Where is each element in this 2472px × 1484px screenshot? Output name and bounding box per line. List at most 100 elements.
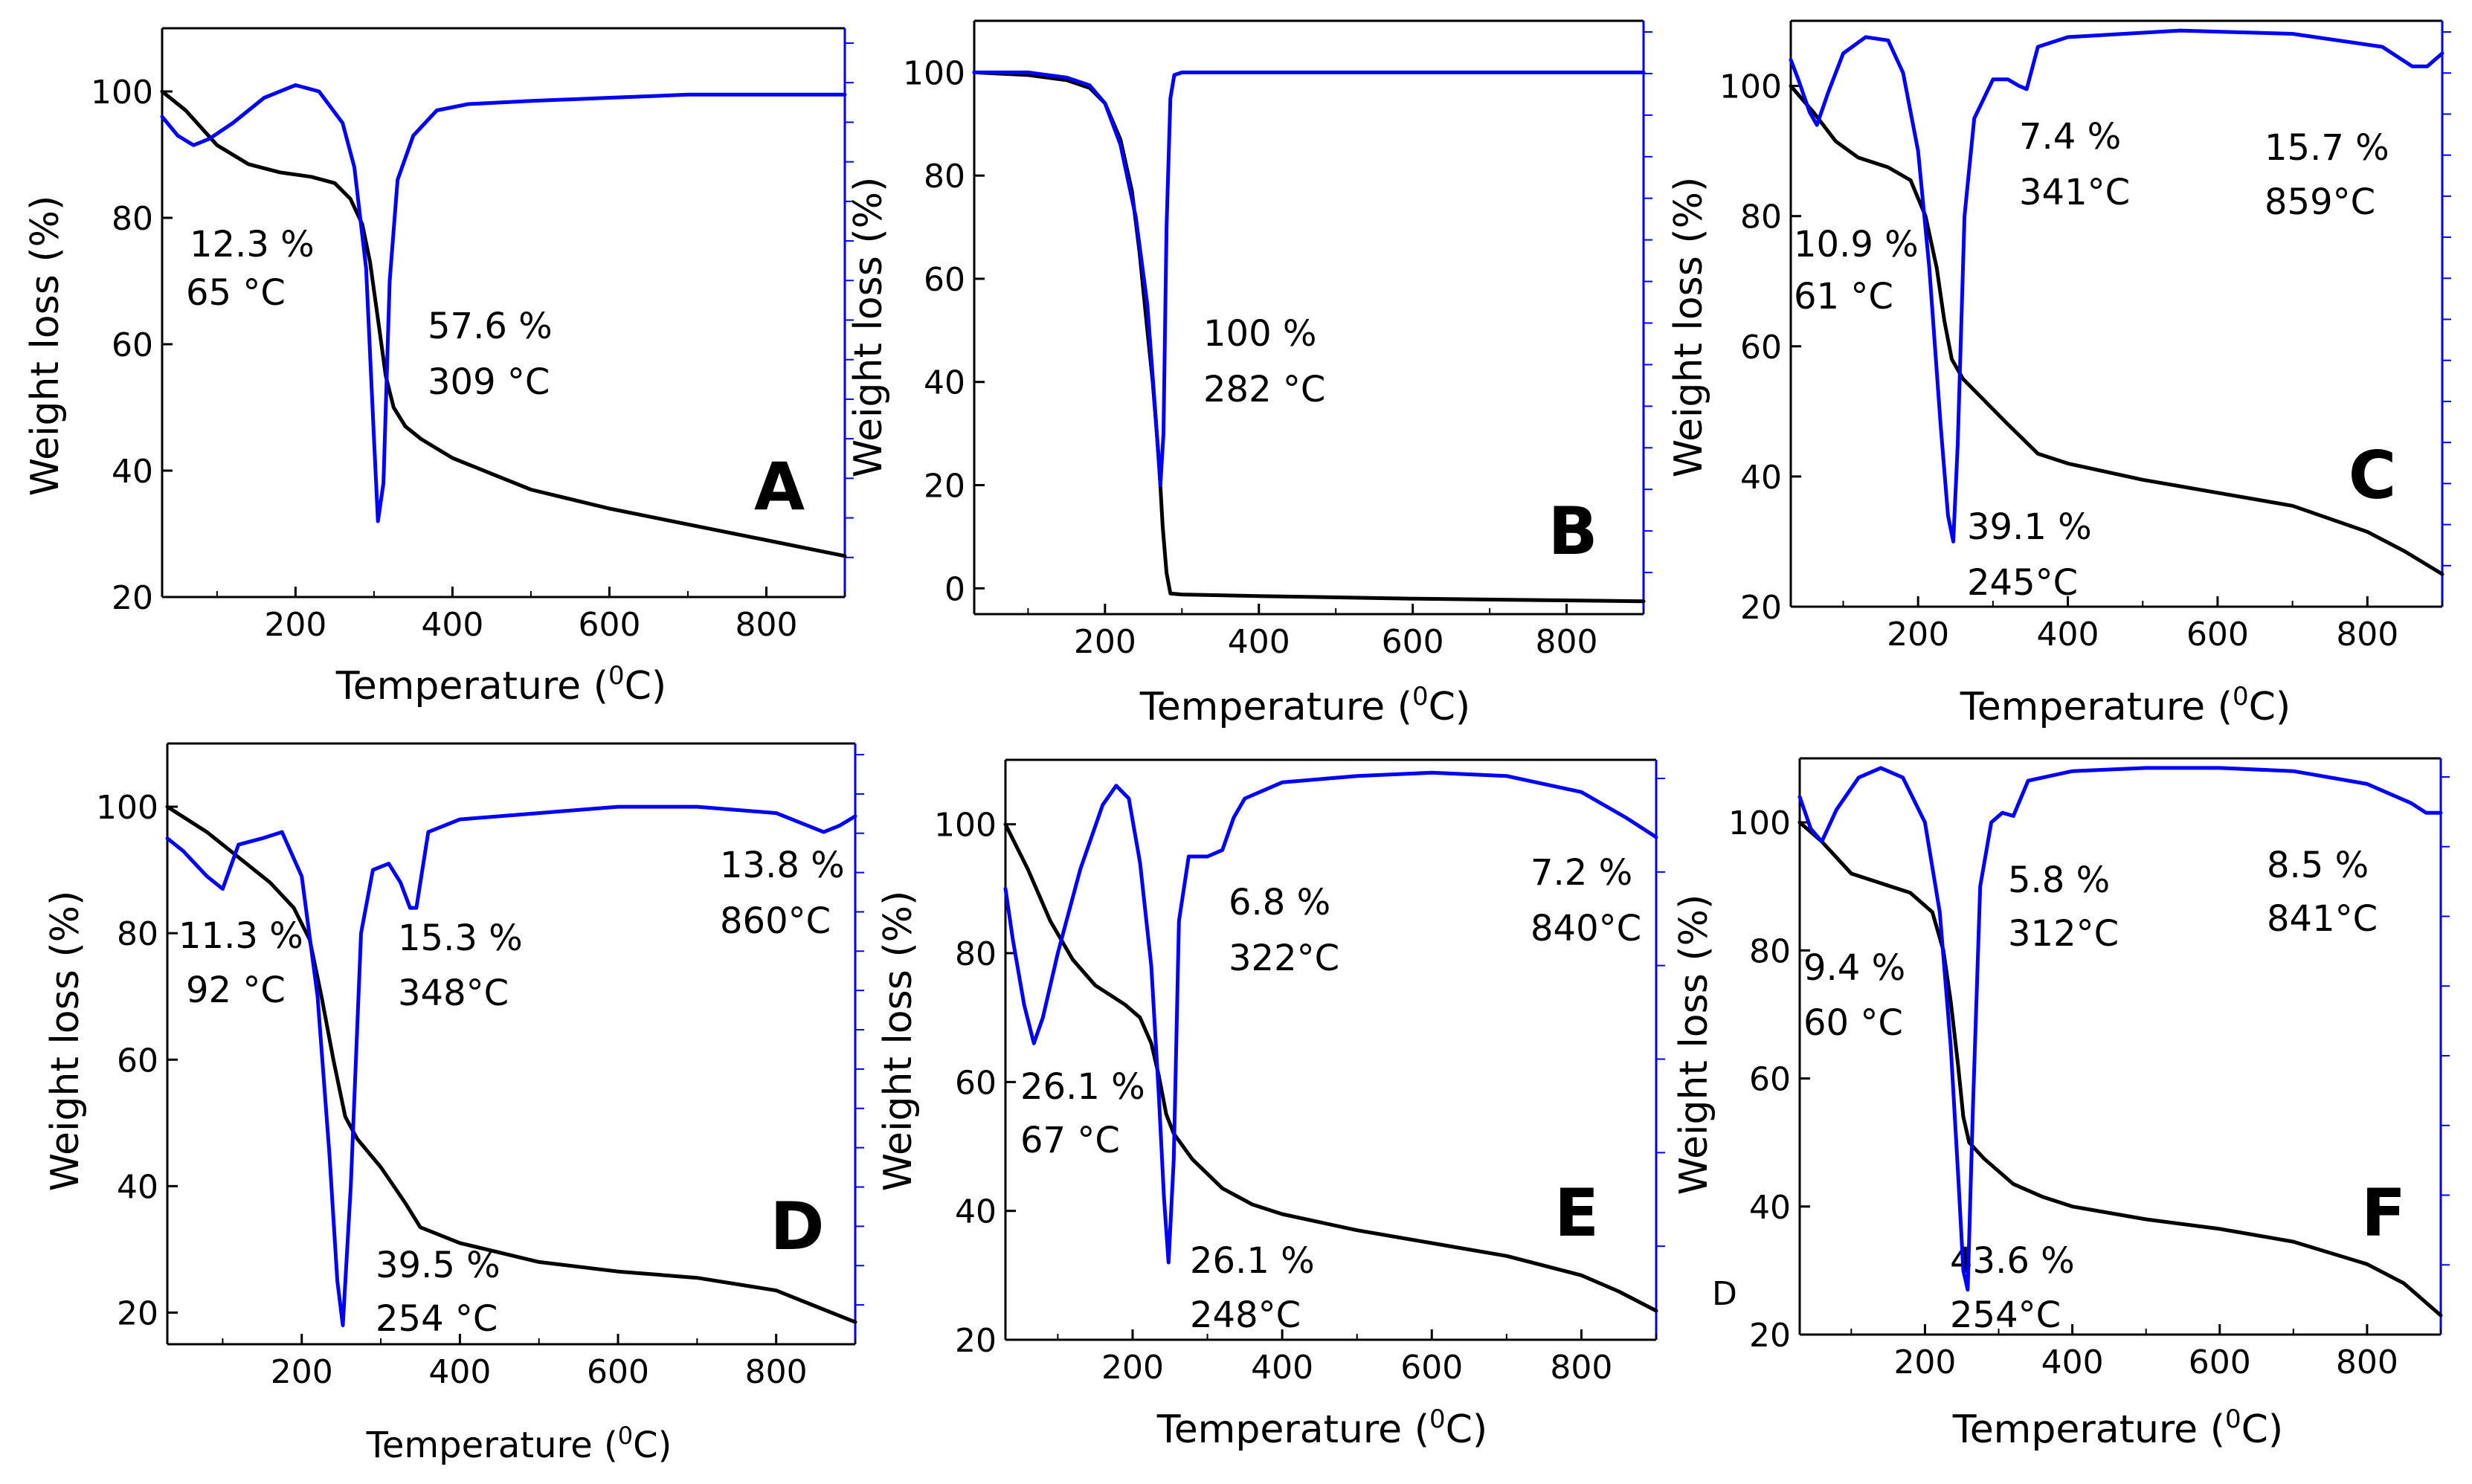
panel-c-annotation: 859°C xyxy=(2265,181,2375,223)
panel-c-annotation: 341°C xyxy=(2019,172,2130,213)
panel-f-y-tick-label: 100 xyxy=(1728,804,1791,842)
panel-f-ylabel: Weight loss (%) xyxy=(1672,894,1716,1196)
panel-e-x-tick-label: 400 xyxy=(1251,1349,1313,1387)
stray-panel-label: D xyxy=(1712,1275,1737,1313)
panel-f-annotation: 254°C xyxy=(1950,1294,2061,1336)
panel-b-y-tick-label: 100 xyxy=(903,54,965,92)
panel-a-y-tick-label: 40 xyxy=(112,453,153,491)
panel-b-x-tick-label: 800 xyxy=(1536,623,1598,661)
panel-d-annotation: 92 °C xyxy=(186,970,286,1011)
panel-a-x-tick-label: 200 xyxy=(264,606,326,644)
panel-a-x-tick-label: 600 xyxy=(578,606,640,644)
panel-d-y-tick-label: 60 xyxy=(117,1042,158,1080)
panel-b-x-tick-label: 200 xyxy=(1074,623,1136,661)
panel-b-x-tick-label: 600 xyxy=(1382,623,1444,661)
panel-f-xlabel: Temperature (0C) xyxy=(1952,1404,2283,1452)
panel-f-annotation: 9.4 % xyxy=(1803,947,1905,989)
panel-c-y-tick-label: 80 xyxy=(1740,199,1782,236)
panel-f-dtg-curve xyxy=(1797,766,2443,1292)
panel-d-annotation: 348°C xyxy=(398,972,509,1014)
panel-e-y-tick-label: 20 xyxy=(955,1322,997,1360)
panel-e-annotation: 26.1 % xyxy=(1020,1066,1145,1108)
panel-a-letter: A xyxy=(754,448,805,525)
panel-d-letter: D xyxy=(770,1188,824,1265)
panel-d-annotation: 13.8 % xyxy=(720,845,845,886)
panel-f-annotation: 5.8 % xyxy=(2008,859,2110,901)
panel-c-x-tick-label: 200 xyxy=(1887,616,1949,654)
panel-e-xlabel: Temperature (0C) xyxy=(1156,1404,1487,1452)
panel-e-annotation: 322°C xyxy=(1229,938,1339,979)
panel-c-annotation: 245°C xyxy=(1967,562,2078,604)
panel-f-y-tick-label: 60 xyxy=(1749,1061,1791,1099)
panel-b-ylabel: Weight loss (%) xyxy=(846,177,891,478)
panel-d-tg-curve xyxy=(165,804,857,1324)
panel-e-annotation: 7.2 % xyxy=(1530,852,1632,894)
panel-f-annotation: 8.5 % xyxy=(2267,845,2369,886)
panel-a-annotation: 57.6 % xyxy=(428,306,553,347)
panel-d-x-tick-label: 400 xyxy=(428,1353,491,1391)
panel-b-y-tick-label: 80 xyxy=(924,158,965,196)
panel-f-annotation: 312°C xyxy=(2008,913,2119,955)
panel-e-y-tick-label: 60 xyxy=(955,1064,997,1102)
panel-c-y-tick-label: 100 xyxy=(1719,68,1782,106)
panel-c-x-tick-label: 600 xyxy=(2186,616,2249,654)
panel-d-x-tick-label: 600 xyxy=(587,1353,649,1391)
panel-a-annotation: 309 °C xyxy=(428,361,550,403)
panel-c-dtg-curve xyxy=(1789,28,2444,543)
panel-f-y-tick-label: 40 xyxy=(1749,1189,1791,1227)
panel-a: Weight loss (%) Temperature (0C) 12.3 % … xyxy=(23,27,854,709)
panel-f-y-tick-label: 80 xyxy=(1749,932,1791,970)
panel-d-xlabel: Temperature (0C) xyxy=(366,1422,672,1466)
panel-c-x-tick-label: 800 xyxy=(2336,616,2398,654)
panel-e: Weight loss (%) Temperature (0C) 6.8 % 3… xyxy=(876,758,1665,1452)
panel-a-y-tick-label: 20 xyxy=(112,579,153,617)
panel-f-annotation: 841°C xyxy=(2267,898,2378,940)
panel-f-tg-curve xyxy=(1797,820,2443,1317)
panel-e-annotation: 248°C xyxy=(1190,1294,1301,1336)
panel-b-xlabel: Temperature (0C) xyxy=(1139,682,1470,729)
panel-c-y-tick-label: 40 xyxy=(1740,459,1782,497)
panel-f-annotation: 60 °C xyxy=(1803,1002,1903,1044)
panel-e-annotation: 840°C xyxy=(1530,908,1641,949)
panel-d-ylabel: Weight loss (%) xyxy=(43,891,88,1192)
panel-b-y-tick-label: 60 xyxy=(924,261,965,299)
panel-e-x-tick-label: 200 xyxy=(1101,1349,1164,1387)
panel-c-y-tick-label: 20 xyxy=(1740,589,1782,627)
panel-d: Weight loss (%) Temperature (0C) 11.3 % … xyxy=(43,742,864,1466)
panel-c-annotation: 10.9 % xyxy=(1794,224,1919,265)
panel-a-y-tick-label: 80 xyxy=(112,200,153,238)
panel-e-annotation: 6.8 % xyxy=(1229,882,1330,923)
panel-a-y-tick-label: 60 xyxy=(112,326,153,364)
panel-b-y-tick-label: 40 xyxy=(924,364,965,402)
panel-e-dtg-curve xyxy=(1003,770,1658,1265)
panel-c-annotation: 61 °C xyxy=(1794,276,1893,317)
panel-e-y-tick-label: 100 xyxy=(934,807,997,845)
panel-d-y-tick-label: 100 xyxy=(96,789,158,827)
panel-e-y-tick-label: 40 xyxy=(955,1193,997,1231)
panel-e-annotation: 67 °C xyxy=(1020,1120,1120,1161)
panel-c-xlabel: Temperature (0C) xyxy=(1960,682,2291,729)
panel-a-annotation: 12.3 % xyxy=(190,224,315,265)
panel-c-letter: C xyxy=(2349,437,2397,514)
panel-c-y-tick-label: 60 xyxy=(1740,329,1782,367)
panel-d-x-tick-label: 200 xyxy=(271,1353,333,1391)
panel-f: Weight loss (%) Temperature (0C) 5.8 % 3… xyxy=(1672,757,2450,1452)
panel-f-x-tick-label: 200 xyxy=(1893,1343,1956,1381)
panel-c-annotation: 7.4 % xyxy=(2019,116,2121,158)
panel-f-letter: F xyxy=(2361,1175,2406,1251)
panel-a-y-tick-label: 100 xyxy=(91,74,153,112)
panel-f-x-tick-label: 800 xyxy=(2336,1343,2398,1381)
panel-c-x-tick-label: 400 xyxy=(2037,616,2099,654)
panel-b-annotation: 282 °C xyxy=(1203,369,1325,410)
panel-c-annotation: 15.7 % xyxy=(2265,127,2389,169)
panel-a-annotation: 65 °C xyxy=(186,272,286,314)
panel-e-ylabel: Weight loss (%) xyxy=(876,891,921,1192)
panel-c: Weight loss (%) Temperature (0C) 10.9 % … xyxy=(1667,19,2451,729)
panel-b-annotation: 100 % xyxy=(1203,313,1316,355)
panel-e-annotation: 26.1 % xyxy=(1190,1240,1315,1282)
panel-a-ylabel: Weight loss (%) xyxy=(23,196,68,497)
panel-a-xlabel: Temperature (0C) xyxy=(335,661,666,709)
panel-d-annotation: 15.3 % xyxy=(398,917,523,959)
panel-b: Weight loss (%) Temperature (0C) 100 % 2… xyxy=(846,19,1652,729)
